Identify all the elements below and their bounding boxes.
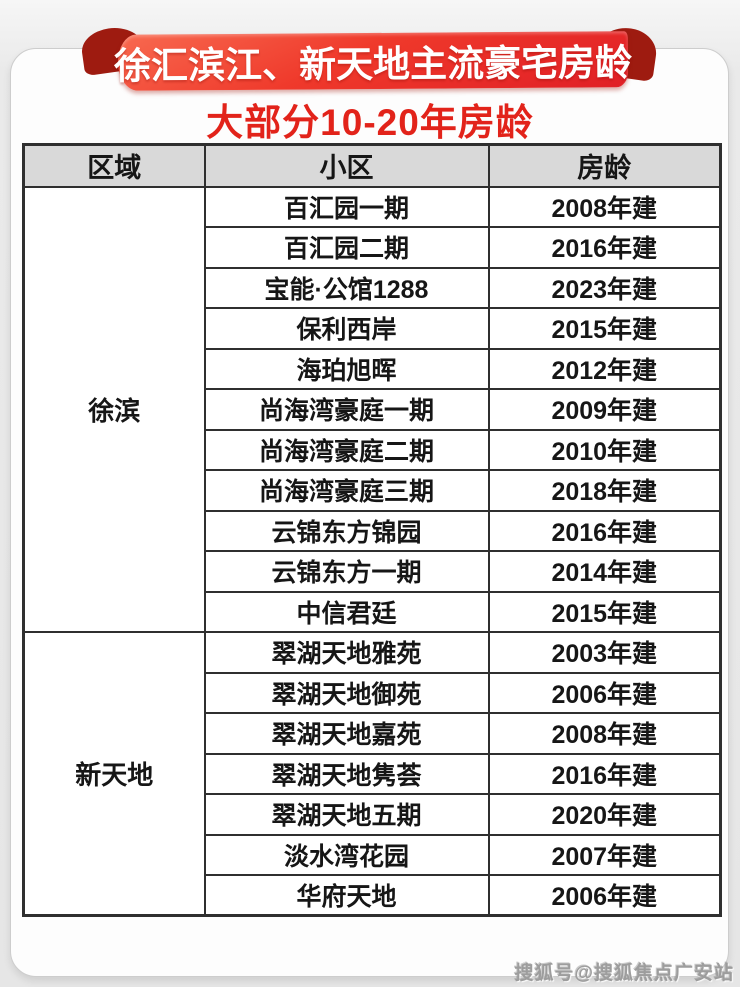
banner-title: 徐汇滨江、新天地主流豪宅房龄	[113, 42, 633, 87]
table-row: 宝能·公馆1288 2023年建	[24, 266, 722, 309]
subtitle: 大部分10-20年房龄	[206, 102, 534, 143]
age-cell: 2006年建	[487, 671, 722, 714]
age-cell: 2015年建	[487, 590, 722, 633]
age-cell: 2018年建	[487, 469, 722, 512]
table-header-row: 区域 小区 房龄	[22, 143, 722, 188]
header-age: 房龄	[487, 143, 722, 188]
table-row: 新天地 翠湖天地雅苑 2003年建	[22, 631, 722, 917]
table-row: 百汇园二期 2016年建	[24, 226, 722, 269]
community-cell: 尚海湾豪庭三期	[203, 469, 490, 512]
table-row: 保利西岸 2015年建	[24, 307, 722, 350]
table-row: 尚海湾豪庭三期 2018年建	[24, 469, 722, 512]
table-row: 华府天地 2006年建	[24, 874, 722, 917]
age-cell: 2007年建	[487, 833, 722, 876]
community-cell: 翠湖天地嘉苑	[203, 712, 490, 755]
age-cell: 2020年建	[487, 793, 722, 836]
table-row: 云锦东方锦园 2016年建	[24, 509, 722, 552]
header-region: 区域	[22, 143, 206, 188]
table-row: 海珀旭晖 2012年建	[24, 347, 722, 390]
age-cell: 2012年建	[487, 347, 722, 390]
community-cell: 中信君廷	[203, 590, 490, 633]
age-cell: 2014年建	[487, 550, 722, 593]
table-row: 翠湖天地御苑 2006年建	[24, 671, 722, 714]
age-cell: 2010年建	[487, 428, 722, 471]
community-cell: 翠湖天地五期	[203, 793, 490, 836]
watermark: 搜狐号@搜狐焦点广安站	[514, 963, 734, 984]
table-row: 云锦东方一期 2014年建	[24, 550, 722, 593]
community-cell: 尚海湾豪庭二期	[203, 428, 490, 471]
table-row: 翠湖天地五期 2020年建	[24, 793, 722, 836]
age-table-body: 徐滨 百汇园一期 2008年建 百汇园二期 2016年建 宝能·公馆1288 2023年建保…	[22, 185, 722, 917]
community-cell: 云锦东方锦园	[203, 509, 490, 552]
table-row: 翠湖天地嘉苑 2008年建	[24, 712, 722, 755]
community-cell: 宝能·公馆1288	[203, 266, 490, 309]
community-cell: 百汇园二期	[203, 226, 490, 269]
ribbon-body: 徐汇滨江、新天地主流豪宅房龄	[114, 31, 632, 91]
community-cell: 翠湖天地御苑	[203, 671, 490, 714]
age-cell: 2016年建	[487, 509, 722, 552]
banner-ribbon: 徐汇滨江、新天地主流豪宅房龄	[79, 23, 660, 104]
age-table: 区域 小区 房龄 徐滨 百汇园一期 2008年建 百汇园二期 2016年建 宝能·公馆12…	[22, 143, 722, 917]
age-table-wrap: 区域 小区 房龄 徐滨 百汇园一期 2008年建 百汇园二期 2016年建 宝能·公馆12…	[22, 143, 722, 917]
age-cell: 2008年建	[487, 185, 722, 228]
community-cell: 翠湖天地雅苑	[203, 631, 490, 674]
age-cell: 2016年建	[487, 752, 722, 795]
table-row: 翠湖天地隽荟 2016年建	[24, 752, 722, 795]
community-cell: 海珀旭晖	[203, 347, 490, 390]
community-cell: 保利西岸	[203, 307, 490, 350]
community-cell: 淡水湾花园	[203, 833, 490, 876]
age-cell: 2015年建	[487, 307, 722, 350]
community-cell: 尚海湾豪庭一期	[203, 388, 490, 431]
table-row: 尚海湾豪庭一期 2009年建	[24, 388, 722, 431]
age-cell: 2016年建	[487, 226, 722, 269]
community-cell: 云锦东方一期	[203, 550, 490, 593]
age-cell: 2023年建	[487, 266, 722, 309]
table-row: 淡水湾花园 2007年建	[24, 833, 722, 876]
age-cell: 2006年建	[487, 874, 722, 917]
region-cell: 徐滨	[22, 185, 206, 633]
community-cell: 翠湖天地隽荟	[203, 752, 490, 795]
table-row: 尚海湾豪庭二期 2010年建	[24, 428, 722, 471]
age-cell: 2009年建	[487, 388, 722, 431]
table-row: 中信君廷 2015年建	[24, 590, 722, 633]
community-cell: 百汇园一期	[203, 185, 490, 228]
table-row: 徐滨 百汇园一期 2008年建	[22, 185, 722, 633]
age-cell: 2008年建	[487, 712, 722, 755]
header-community: 小区	[203, 143, 490, 188]
community-cell: 华府天地	[203, 874, 490, 917]
age-cell: 2003年建	[487, 631, 722, 674]
region-cell: 新天地	[22, 631, 206, 917]
